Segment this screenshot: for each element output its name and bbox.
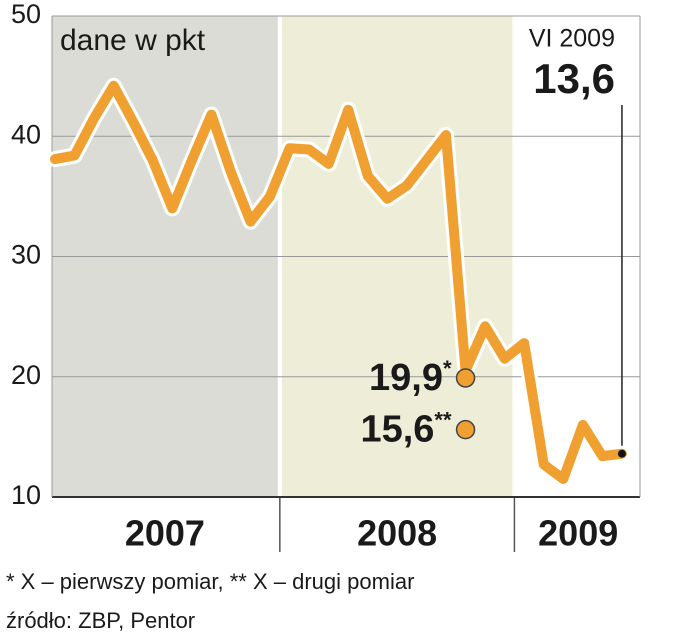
end-date: VI 2009 xyxy=(529,25,615,53)
end-dot xyxy=(617,449,626,458)
point-marker xyxy=(455,419,476,440)
point-value: 19,9 xyxy=(369,357,443,399)
point-note: * xyxy=(443,356,452,381)
unit-label: dane w pkt xyxy=(60,24,206,57)
end-value: 13,6 xyxy=(533,55,615,102)
year-label: 2008 xyxy=(357,513,437,554)
point-marker xyxy=(455,368,476,388)
y-tick-label: 20 xyxy=(11,360,41,390)
point-label: 19,9* xyxy=(369,356,452,399)
point-label: 15,6** xyxy=(360,407,452,450)
line xyxy=(50,80,627,484)
point-value: 15,6 xyxy=(360,409,434,451)
y-tick-label: 40 xyxy=(11,119,41,149)
source: źródło: ZBP, Pentor xyxy=(6,608,195,633)
plot: 2007 2008 2009 10 20 30 40 50 19,9* 15,6** xyxy=(11,0,641,554)
year-label: 2007 xyxy=(125,513,205,554)
y-tick-label: 30 xyxy=(11,240,41,270)
point-note: ** xyxy=(434,407,452,432)
y-tick-label: 50 xyxy=(11,0,41,29)
y-tick-label: 10 xyxy=(11,480,41,510)
year-label: 2009 xyxy=(538,513,618,554)
footnote: * X – pierwszy pomiar, ** X – drugi pomi… xyxy=(6,569,414,594)
